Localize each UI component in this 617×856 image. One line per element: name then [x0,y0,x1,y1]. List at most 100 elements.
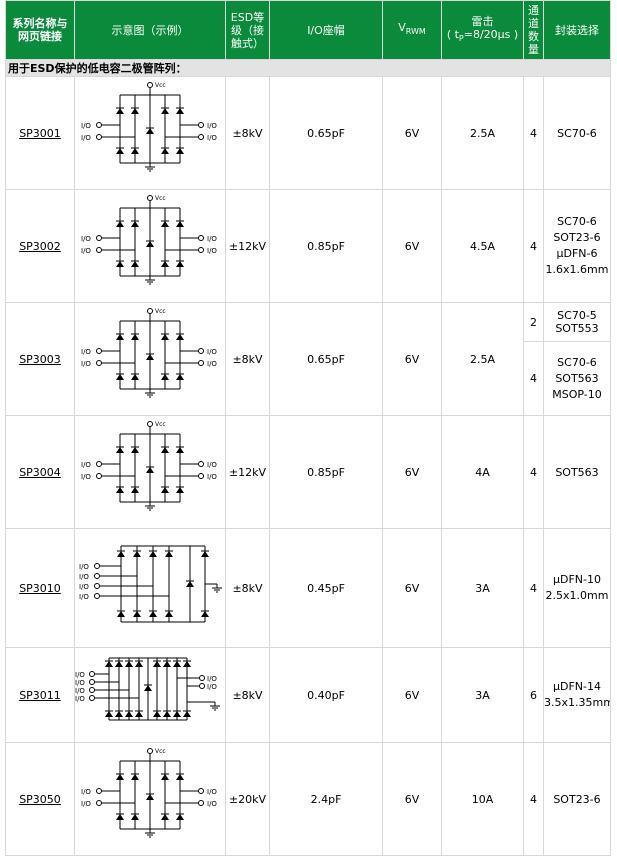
io-label: I/O [79,563,89,571]
package-line: 1.6x1.6mm [545,263,609,276]
series-link[interactable]: SP3004 [19,465,61,479]
diagram-cell: Vcc I/O I/O I/O I/O [75,303,225,415]
pin-circle [96,247,102,253]
package-line: SC70-6 SOT23-6 [553,215,601,244]
table-row: SP3003 Vcc I/O I/O I/O I/O ±8kV 0.65pF 6V 2.… [6,303,610,415]
io-label: I/O [81,800,91,808]
series-link[interactable]: SP3050 [19,792,61,806]
surge-cell: 4A [442,416,523,528]
header-esd-line1: ESD等 [230,10,265,24]
diode-symbol [116,374,124,380]
header-io-cap: I/O座帽 [270,1,382,59]
diode-symbol [146,128,154,134]
series-cell: SP3004 [6,416,74,528]
vcc-label: Vcc [155,421,166,428]
esd-cell: ±8kV [226,303,269,415]
vrwm-cell: 6V [383,190,441,302]
pin-circle [94,593,100,599]
diode-symbol [117,551,125,557]
package-cell: SC70-6 SOT23-6 µDFN-6 1.6x1.6mm [544,190,610,302]
io-label: I/O [207,122,217,130]
pin-circle [198,122,204,128]
io-label: I/O [207,235,217,243]
channels-cell: 4 [524,190,543,302]
io-label: I/O [81,134,91,142]
diode-symbol [176,261,184,267]
diode-symbol [161,108,169,114]
series-link[interactable]: SP3011 [19,688,61,702]
io-label: I/O [81,473,91,481]
pin-circle [96,235,102,241]
package-cell: SC70-6 SOT563 MSOP-10 [544,342,610,415]
diode-symbol [105,711,113,717]
header-channels-2: 道 [528,17,539,30]
header-esd-line2: 级（接 [231,23,264,37]
diode-symbol [165,551,173,557]
diode-symbol [116,814,124,820]
circuit-diagram: I/OI/OI/OI/OI/OI/O [75,657,220,721]
esd-cell: ±12kV [226,416,269,528]
surge-cell: 2.5A [442,77,523,189]
diode-symbol [201,611,209,617]
diode-symbol [131,221,139,227]
diode-symbol [201,551,209,557]
io-label: I/O [207,461,217,469]
io-label: I/O [81,461,91,469]
esd-cell: ±8kV [226,77,269,189]
diode-symbol [144,685,152,691]
io-label: I/O [79,583,89,591]
header-row: 系列名称与 网页链接 示意图（示例） ESD等 级（接 触式） I/O座帽 VR… [6,1,610,59]
pin-circle [89,679,95,685]
diode-symbol [176,334,184,340]
series-cell: SP3002 [6,190,74,302]
pin-circle [89,695,95,701]
io-label: I/O [75,679,85,687]
circuit-diagram: I/O I/O I/O I/O [79,545,222,623]
series-cell: SP3011 [6,648,74,742]
cap-cell: 2.4pF [270,743,382,855]
series-link[interactable]: SP3010 [19,581,61,595]
diode-symbol [131,774,139,780]
circuit-diagram: Vcc I/O I/O I/O I/O [81,308,217,398]
diode-symbol [115,661,123,667]
channels-cell: 4 [524,77,543,189]
diode-symbol [133,551,141,557]
diode-symbol [153,711,161,717]
diode-symbol [135,661,143,667]
pin-circle [96,461,102,467]
vrwm-cell: 6V [383,303,441,415]
header-series: 系列名称与 网页链接 [6,1,74,59]
diode-symbol [146,467,154,473]
diode-symbol [176,447,184,453]
header-package: 封装选择 [544,1,610,59]
diode-symbol [125,711,133,717]
series-cell: SP3010 [6,529,74,647]
cap-cell: 0.65pF [270,77,382,189]
cap-cell: 0.85pF [270,416,382,528]
circuit-diagram: Vcc I/O I/O I/O I/O [81,421,217,511]
surge-cell: 4.5A [442,190,523,302]
vcc-label: Vcc [155,195,166,202]
channels-cell: 6 [524,648,543,742]
series-link[interactable]: SP3002 [19,239,61,253]
pin-circle [96,360,102,366]
pin-circle [147,308,153,314]
io-label: I/O [75,695,85,703]
circuit-diagram: Vcc I/O I/O I/O I/O [81,195,217,285]
diode-symbol [125,661,133,667]
esd-cell: ±12kV [226,190,269,302]
header-channels: 通 道 数 量 [524,1,543,59]
package-line: µDFN-10 [553,573,601,586]
table-row: SP3001 Vcc I/O I/O I/O I/O ±8kV 0.65pF 6V 2.… [6,77,610,189]
diagram-cell: Vcc I/O I/O I/O I/O [75,743,225,855]
pin-circle [147,421,153,427]
pin-circle [96,788,102,794]
pin-circle [198,134,204,140]
header-vrwm-sub: RWM [405,27,426,37]
vrwm-cell: 6V [383,529,441,647]
series-link[interactable]: SP3001 [19,126,61,140]
cap-cell: 0.65pF [270,303,382,415]
diode-symbol [161,261,169,267]
io-label: I/O [81,247,91,255]
series-link[interactable]: SP3003 [19,352,61,366]
